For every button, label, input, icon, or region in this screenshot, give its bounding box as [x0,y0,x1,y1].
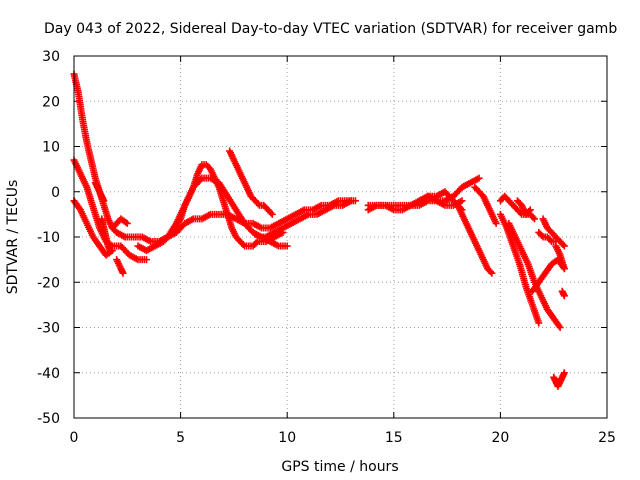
series-arc-7 [108,215,131,232]
data-point [475,174,483,182]
x-tick-label: 0 [70,430,79,446]
data-point [559,241,567,249]
y-axis-label: SDTVAR / TECUs [5,180,21,295]
data-point [142,256,150,264]
series-arc-2 [70,156,150,264]
data-point [196,176,204,184]
data-point [538,231,546,239]
series-arc-27 [558,287,568,300]
x-tick-label: 20 [491,430,509,446]
series-arc-25 [539,215,568,250]
y-tick-label: -40 [37,366,60,382]
data-point [531,215,539,223]
y-tick-label: -10 [37,230,60,246]
data-point [268,210,276,218]
data-point [252,239,260,247]
data-point [486,268,494,276]
y-tick-label: -50 [37,411,60,427]
series-arc-24 [535,228,560,246]
series-arc-5 [98,215,114,255]
series-arc-18 [471,183,500,227]
x-tick-label: 5 [176,430,185,446]
data-point [560,265,568,273]
series-arc-20 [496,210,543,327]
y-tick-label: 10 [42,140,60,156]
series-arc-12 [247,192,276,218]
data-point [283,242,291,250]
data-point [529,213,537,221]
series-arc-21 [505,219,564,331]
data-point [560,369,568,377]
data-point [556,324,564,331]
x-tick-label: 10 [278,430,296,446]
plot-frame [73,55,608,419]
data-point [100,197,108,205]
data-point [560,242,568,250]
data-point [458,197,466,205]
data-point [239,241,247,249]
x-tick-label: 15 [385,430,403,446]
y-tick-label: 30 [42,49,60,65]
series-arc-8 [121,197,359,246]
x-tick-label: 25 [598,430,616,446]
series-arc-6 [113,256,127,277]
x-axis-label: GPS time / hours [281,459,398,475]
data-point [488,269,496,277]
y-tick-label: 0 [51,185,60,201]
y-tick-label: -30 [37,321,60,337]
tick-labels: 0 5 10 15 20 25 30 20 10 0 -10 -20 -30 -40 -50 [37,49,616,446]
data-point [535,319,543,327]
series-arc-19 [496,192,534,218]
data-marks [70,70,568,390]
series-arc-22 [513,197,539,223]
data-point [560,292,568,300]
data-point [555,322,563,330]
data-point [119,269,127,277]
series-arc-17 [454,201,496,277]
series-arc-4 [91,179,108,205]
series-arc-26 [552,242,568,273]
series-arc-28 [550,369,568,390]
y-tick-label: -20 [37,275,60,291]
data-point [492,219,500,227]
data-point [106,247,114,255]
series-arc-13 [253,197,355,241]
data-point [347,197,355,205]
chart-title: Day 043 of 2022, Sidereal Day-to-day VTE… [44,21,617,37]
data-point [546,236,554,244]
grid [74,56,607,418]
data-point [267,209,275,217]
series-arc-16 [415,188,466,214]
data-point [123,219,131,227]
y-tick-label: 20 [42,94,60,110]
data-point [254,200,262,208]
